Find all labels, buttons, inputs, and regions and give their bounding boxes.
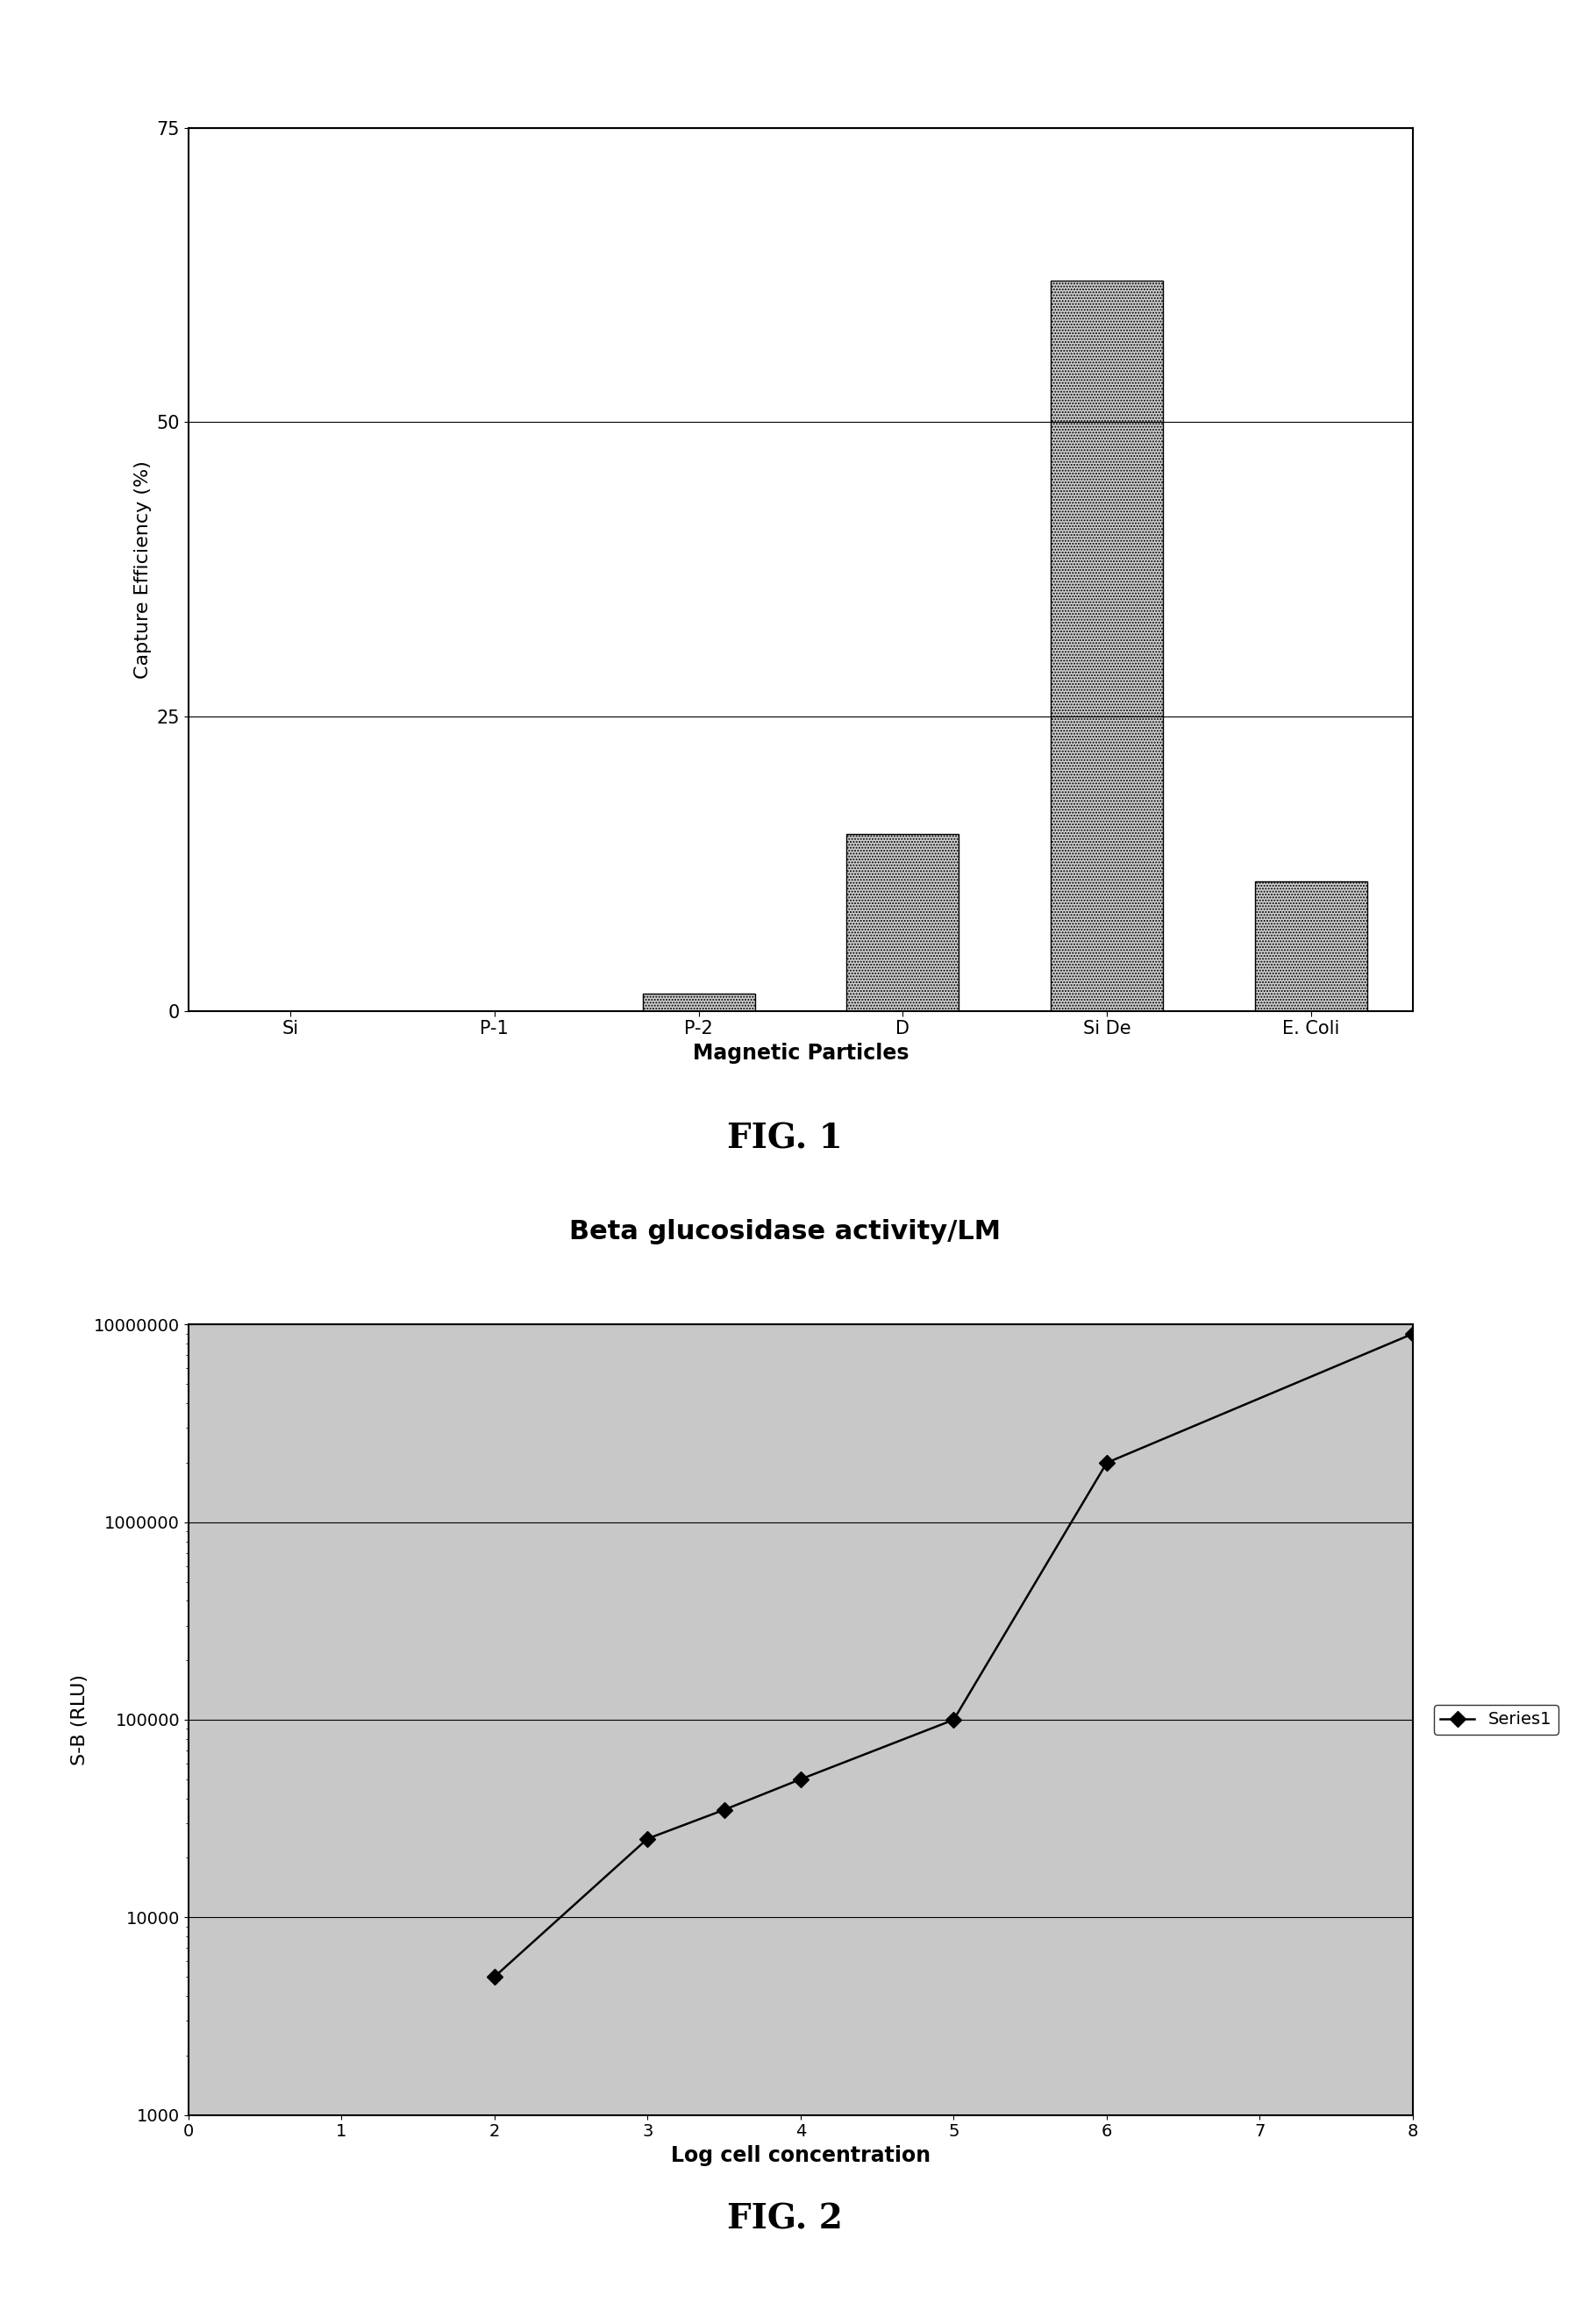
X-axis label: Magnetic Particles: Magnetic Particles <box>692 1043 908 1064</box>
Series1 <box>943 1706 962 1734</box>
Series1 <box>485 1964 504 1992</box>
Bar <box>1254 881 1367 1011</box>
Text: FIG. 2: FIG. 2 <box>726 2203 843 2236</box>
Legend: Series1: Series1 <box>1432 1703 1558 1736</box>
Series1 <box>714 1796 733 1824</box>
Bar <box>846 834 959 1011</box>
Bar <box>1050 281 1163 1011</box>
Series1 <box>637 1824 656 1852</box>
Series1 <box>1097 1448 1116 1476</box>
Y-axis label: Capture Efficiency (%): Capture Efficiency (%) <box>133 460 152 679</box>
X-axis label: Log cell concentration: Log cell concentration <box>670 2145 930 2166</box>
Series1 <box>791 1766 810 1794</box>
Bar <box>642 992 755 1011</box>
Text: FIG. 1: FIG. 1 <box>726 1122 843 1155</box>
Line: Series1: Series1 <box>490 1329 1417 1982</box>
Series1 <box>1403 1320 1422 1348</box>
Text: Beta glucosidase activity/LM: Beta glucosidase activity/LM <box>570 1220 999 1243</box>
Y-axis label: S-B (RLU): S-B (RLU) <box>71 1673 89 1766</box>
